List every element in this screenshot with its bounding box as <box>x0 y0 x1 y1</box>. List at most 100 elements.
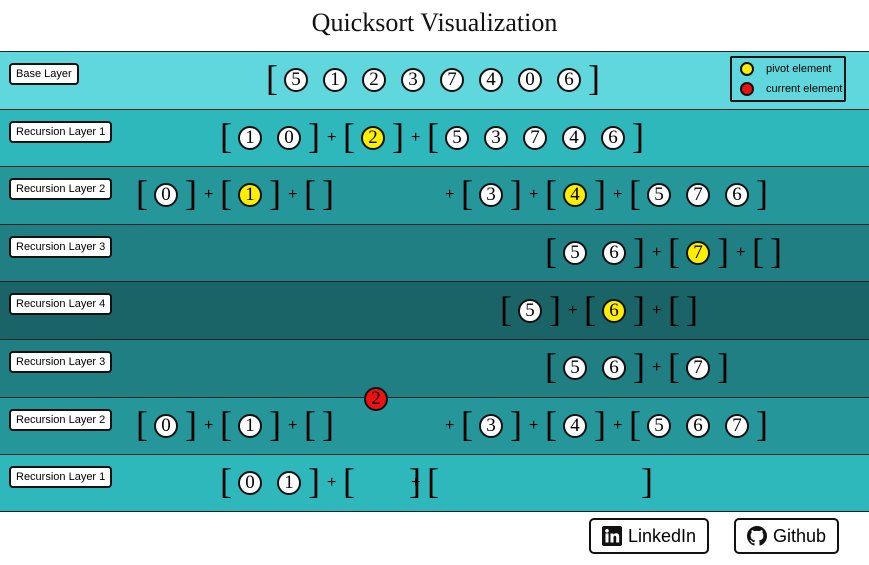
close-bracket: ] <box>549 288 561 329</box>
pivot-element-circle: 1 <box>238 183 262 208</box>
plus-sign: + <box>204 416 214 434</box>
plus-sign: + <box>529 186 539 204</box>
layer-row: Recursion Layer 1 [1 0] + [2] + [5 3 7 4 6] <box>0 108 869 166</box>
close-bracket: ] <box>308 460 320 501</box>
pivot-legend-swatch <box>740 62 754 76</box>
plus-sign: + <box>652 243 662 261</box>
layer-row: Recursion Layer 3 [5 6] + [7] + [] <box>0 223 869 281</box>
open-bracket: [ <box>668 346 680 387</box>
plus-sign: + <box>204 186 214 204</box>
layer-label: Recursion Layer 1 <box>9 466 113 488</box>
close-bracket: ] <box>322 403 334 444</box>
plus-sign: + <box>411 473 421 491</box>
element-circle: 5 <box>647 183 671 208</box>
close-bracket: ] <box>770 230 782 271</box>
close-bracket: ] <box>641 460 653 501</box>
close-bracket: ] <box>269 173 281 214</box>
plus-sign: + <box>652 359 662 377</box>
open-bracket: [ <box>461 403 473 444</box>
layer-row: Base Layer [5 1 2 3 7 4 0 6] pivot element current… <box>0 51 869 109</box>
element-circle: 7 <box>440 68 464 93</box>
close-bracket: ] <box>392 115 404 156</box>
plus-sign: + <box>327 473 337 491</box>
plus-sign: + <box>529 416 539 434</box>
close-bracket: ] <box>633 288 645 329</box>
element-circle: 0 <box>518 68 542 93</box>
close-bracket: ] <box>686 288 698 329</box>
open-bracket: [ <box>136 403 148 444</box>
element-circle: 4 <box>479 68 503 93</box>
plus-sign: + <box>445 186 455 204</box>
element-circle: 3 <box>479 183 503 208</box>
layer-label: Recursion Layer 2 <box>9 408 113 431</box>
close-bracket: ] <box>185 403 197 444</box>
close-bracket: ] <box>409 460 421 501</box>
open-bracket: [ <box>668 230 680 271</box>
pivot-element-circle: 4 <box>563 183 587 208</box>
plus-sign: + <box>327 128 337 146</box>
open-bracket: [ <box>427 115 439 156</box>
open-bracket: [ <box>461 173 473 214</box>
page-title: Quicksort Visualization <box>311 8 558 37</box>
layer-row: Recursion Layer 1[0 1] +[] +[] <box>0 454 869 512</box>
open-bracket: [ <box>752 230 764 271</box>
plus-sign: + <box>411 128 421 146</box>
plus-sign: + <box>288 186 298 204</box>
element-circle: 6 <box>725 183 749 208</box>
close-bracket: ] <box>594 173 606 214</box>
legend: pivot element current element <box>730 56 846 102</box>
layer-row: Recursion Layer 4 [5] + [6] + [] <box>0 281 869 339</box>
element-circle: 3 <box>484 125 508 150</box>
plus-sign: + <box>288 416 298 434</box>
close-bracket: ] <box>185 173 197 214</box>
element-circle: 0 <box>154 183 178 208</box>
linkedin-button[interactable]: LinkedIn <box>589 518 709 554</box>
open-bracket: [ <box>266 58 278 99</box>
close-bracket: ] <box>269 403 281 444</box>
element-circle: 7 <box>686 183 710 208</box>
open-bracket: [ <box>545 173 557 214</box>
element-circle: 6 <box>601 125 625 150</box>
element-circle: 3 <box>479 413 503 438</box>
element-circle: 6 <box>557 68 581 93</box>
close-bracket: ] <box>756 173 768 214</box>
open-bracket: [ <box>629 403 641 444</box>
plus-sign: + <box>568 301 578 319</box>
close-bracket: ] <box>717 230 729 271</box>
open-bracket: [ <box>304 173 316 214</box>
close-bracket: ] <box>510 403 522 444</box>
current-element-circle: 2 <box>364 387 388 411</box>
element-circle: 6 <box>602 356 626 381</box>
open-bracket: [ <box>343 115 355 156</box>
element-circle: 5 <box>518 298 542 323</box>
close-bracket: ] <box>308 115 320 156</box>
element-circle: 5 <box>563 356 587 381</box>
pivot-element-circle: 2 <box>361 125 385 150</box>
plus-sign: + <box>445 416 455 434</box>
close-bracket: ] <box>510 173 522 214</box>
layer-label: Recursion Layer 4 <box>9 293 113 315</box>
close-bracket: ] <box>633 346 645 387</box>
plus-sign: + <box>652 301 662 319</box>
layer-label: Recursion Layer 2 <box>9 178 113 200</box>
open-bracket: [ <box>427 460 439 501</box>
close-bracket: ] <box>633 230 645 271</box>
github-button[interactable]: Github <box>734 518 839 554</box>
close-bracket: ] <box>594 403 606 444</box>
plus-sign: + <box>736 243 746 261</box>
current-legend-label: current element <box>766 83 843 95</box>
layer-row: Recursion Layer 2 [0] + [1] + [] + [3] + [4] + [5 6 7… <box>0 396 869 454</box>
github-icon <box>746 526 767 546</box>
open-bracket: [ <box>304 403 316 444</box>
open-bracket: [ <box>668 288 680 329</box>
plus-sign: + <box>613 416 623 434</box>
element-circle: 0 <box>277 125 301 150</box>
close-bracket: ] <box>717 346 729 387</box>
recursion-layers: Base Layer[5 1 2 3 7 4 0 6] pivot element current… <box>0 51 869 512</box>
open-bracket: [ <box>220 403 232 444</box>
open-bracket: [ <box>500 288 512 329</box>
plus-sign: + <box>613 186 623 204</box>
current-legend-swatch <box>740 82 754 96</box>
close-bracket: ] <box>322 173 334 214</box>
close-bracket: ] <box>756 403 768 444</box>
